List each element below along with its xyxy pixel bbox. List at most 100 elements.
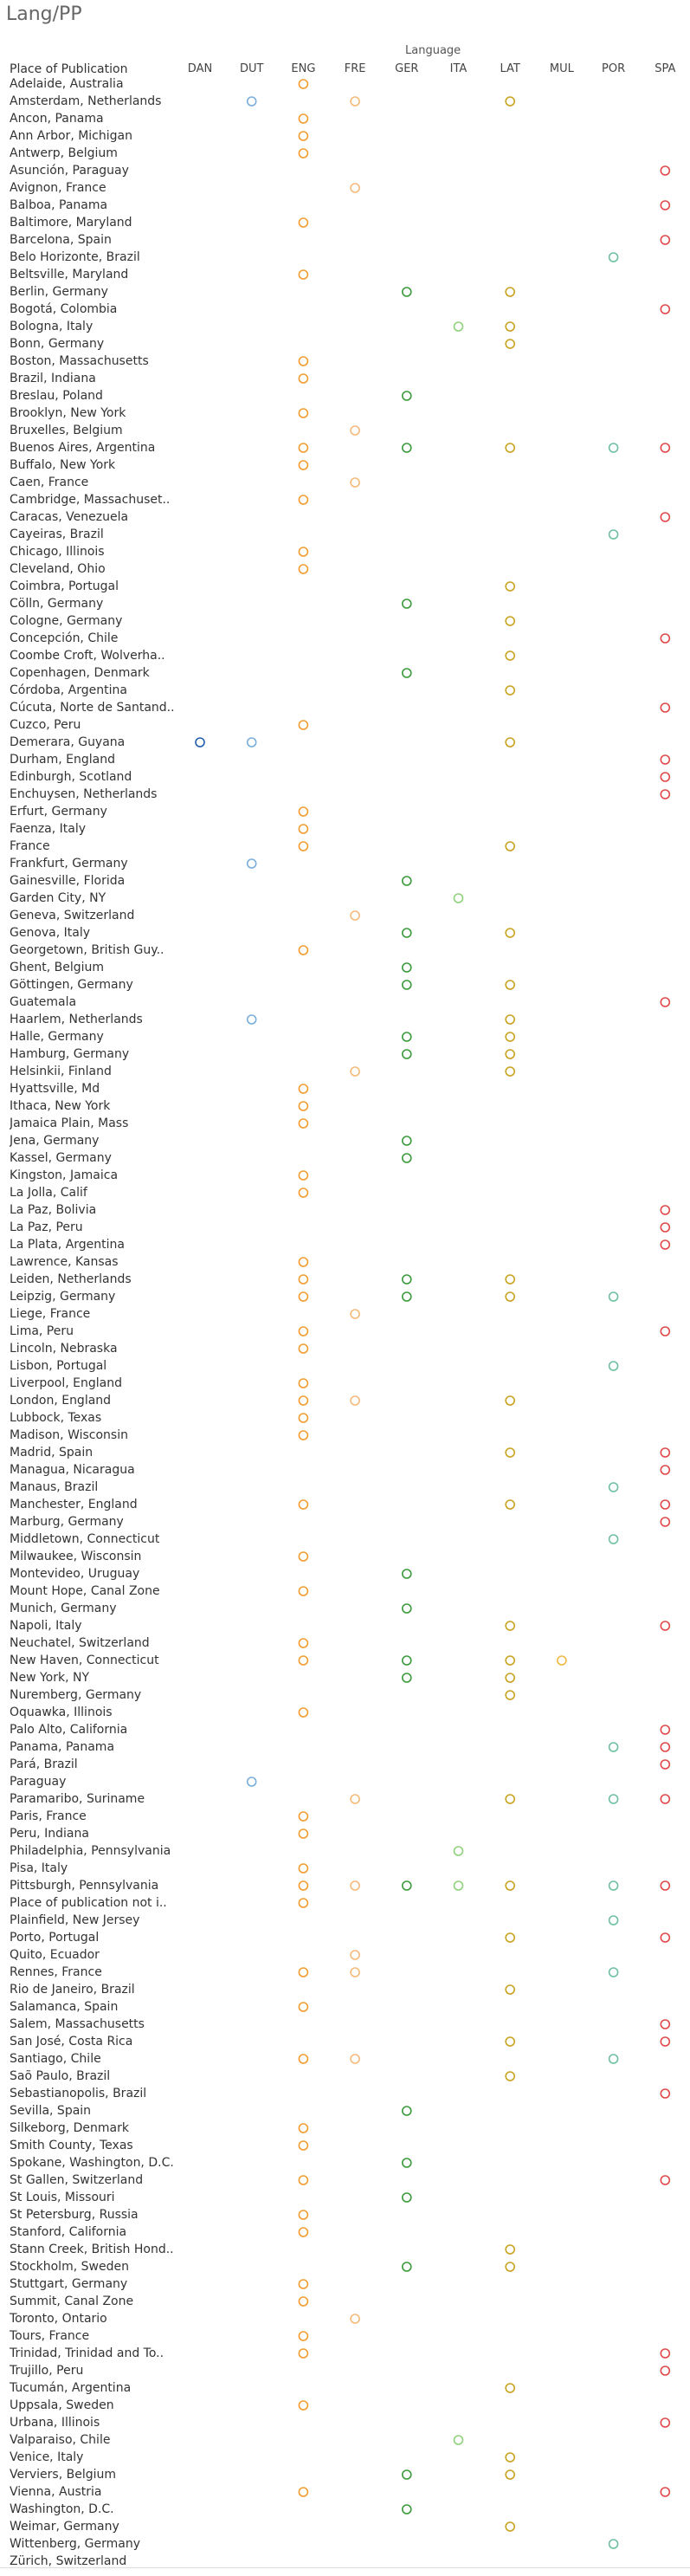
mark-lat[interactable] (506, 443, 514, 452)
mark-spa[interactable] (661, 2037, 669, 2046)
mark-lat[interactable] (506, 2470, 514, 2479)
mark-ger[interactable] (403, 1570, 411, 1578)
mark-eng[interactable] (299, 1881, 307, 1890)
mark-spa[interactable] (661, 2488, 669, 2496)
mark-fre[interactable] (351, 1795, 359, 1803)
mark-eng[interactable] (299, 1656, 307, 1665)
mark-fre[interactable] (351, 1310, 359, 1318)
mark-eng[interactable] (299, 842, 307, 851)
mark-fre[interactable] (351, 911, 359, 920)
mark-eng[interactable] (299, 1899, 307, 1907)
mark-eng[interactable] (299, 218, 307, 227)
mark-spa[interactable] (661, 443, 669, 452)
mark-por[interactable] (609, 1795, 618, 1803)
mark-spa[interactable] (661, 2089, 669, 2098)
mark-eng[interactable] (299, 374, 307, 383)
mark-eng[interactable] (299, 2280, 307, 2288)
mark-dut[interactable] (248, 1015, 256, 1024)
mark-eng[interactable] (299, 721, 307, 729)
mark-eng[interactable] (299, 2210, 307, 2219)
mark-ger[interactable] (403, 288, 411, 296)
mark-eng[interactable] (299, 1119, 307, 1128)
mark-lat[interactable] (506, 1275, 514, 1284)
mark-spa[interactable] (661, 1760, 669, 1769)
mark-ger[interactable] (403, 981, 411, 989)
mark-eng[interactable] (299, 2488, 307, 2496)
mark-eng[interactable] (299, 1708, 307, 1717)
mark-ger[interactable] (403, 1881, 411, 1890)
mark-ger[interactable] (403, 1136, 411, 1145)
mark-lat[interactable] (506, 1881, 514, 1890)
mark-eng[interactable] (299, 1275, 307, 1284)
mark-ita[interactable] (455, 2436, 463, 2444)
mark-dut[interactable] (248, 859, 256, 868)
mark-spa[interactable] (661, 1881, 669, 1890)
mark-eng[interactable] (299, 1864, 307, 1873)
mark-lat[interactable] (506, 2384, 514, 2392)
mark-eng[interactable] (299, 495, 307, 504)
mark-lat[interactable] (506, 1396, 514, 1405)
mark-spa[interactable] (661, 2366, 669, 2375)
mark-spa[interactable] (661, 1223, 669, 1232)
mark-ger[interactable] (403, 2262, 411, 2271)
mark-spa[interactable] (661, 2418, 669, 2427)
mark-eng[interactable] (299, 1639, 307, 1647)
mark-por[interactable] (609, 1483, 618, 1492)
mark-lat[interactable] (506, 929, 514, 937)
mark-lat[interactable] (506, 97, 514, 106)
mark-eng[interactable] (299, 2124, 307, 2133)
mark-eng[interactable] (299, 409, 307, 417)
mark-fre[interactable] (351, 1396, 359, 1405)
mark-eng[interactable] (299, 1431, 307, 1440)
mark-spa[interactable] (661, 2176, 669, 2184)
mark-spa[interactable] (661, 305, 669, 314)
mark-spa[interactable] (661, 1466, 669, 1474)
mark-spa[interactable] (661, 634, 669, 643)
mark-lat[interactable] (506, 1032, 514, 1041)
mark-lat[interactable] (506, 2072, 514, 2081)
mark-lat[interactable] (506, 1985, 514, 1994)
mark-eng[interactable] (299, 1188, 307, 1197)
mark-fre[interactable] (351, 2055, 359, 2063)
mark-por[interactable] (609, 530, 618, 539)
mark-por[interactable] (609, 1968, 618, 1977)
mark-spa[interactable] (661, 790, 669, 799)
mark-lat[interactable] (506, 2037, 514, 2046)
mark-spa[interactable] (661, 1743, 669, 1751)
mark-spa[interactable] (661, 1725, 669, 1734)
mark-spa[interactable] (661, 513, 669, 521)
mark-dut[interactable] (248, 97, 256, 106)
mark-lat[interactable] (506, 1795, 514, 1803)
mark-por[interactable] (609, 253, 618, 262)
mark-eng[interactable] (299, 1102, 307, 1110)
mark-por[interactable] (609, 1743, 618, 1751)
mark-eng[interactable] (299, 1552, 307, 1561)
mark-ger[interactable] (403, 392, 411, 400)
mark-eng[interactable] (299, 565, 307, 573)
mark-eng[interactable] (299, 2003, 307, 2011)
mark-ger[interactable] (403, 1050, 411, 1058)
mark-eng[interactable] (299, 1258, 307, 1266)
mark-lat[interactable] (506, 842, 514, 851)
mark-ger[interactable] (403, 2159, 411, 2167)
mark-fre[interactable] (351, 2314, 359, 2323)
mark-ger[interactable] (403, 2107, 411, 2115)
mark-spa[interactable] (661, 1206, 669, 1214)
mark-spa[interactable] (661, 1240, 669, 1249)
mark-ita[interactable] (455, 894, 463, 903)
mark-lat[interactable] (506, 651, 514, 660)
mark-lat[interactable] (506, 1015, 514, 1024)
mark-ger[interactable] (403, 929, 411, 937)
mark-ger[interactable] (403, 1673, 411, 1682)
mark-lat[interactable] (506, 288, 514, 296)
mark-spa[interactable] (661, 1621, 669, 1630)
mark-eng[interactable] (299, 946, 307, 955)
mark-ger[interactable] (403, 877, 411, 885)
mark-lat[interactable] (506, 582, 514, 591)
mark-ger[interactable] (403, 2505, 411, 2514)
mark-lat[interactable] (506, 2245, 514, 2254)
mark-lat[interactable] (506, 617, 514, 625)
mark-ger[interactable] (403, 1032, 411, 1041)
mark-lat[interactable] (506, 1673, 514, 1682)
mark-eng[interactable] (299, 2349, 307, 2358)
